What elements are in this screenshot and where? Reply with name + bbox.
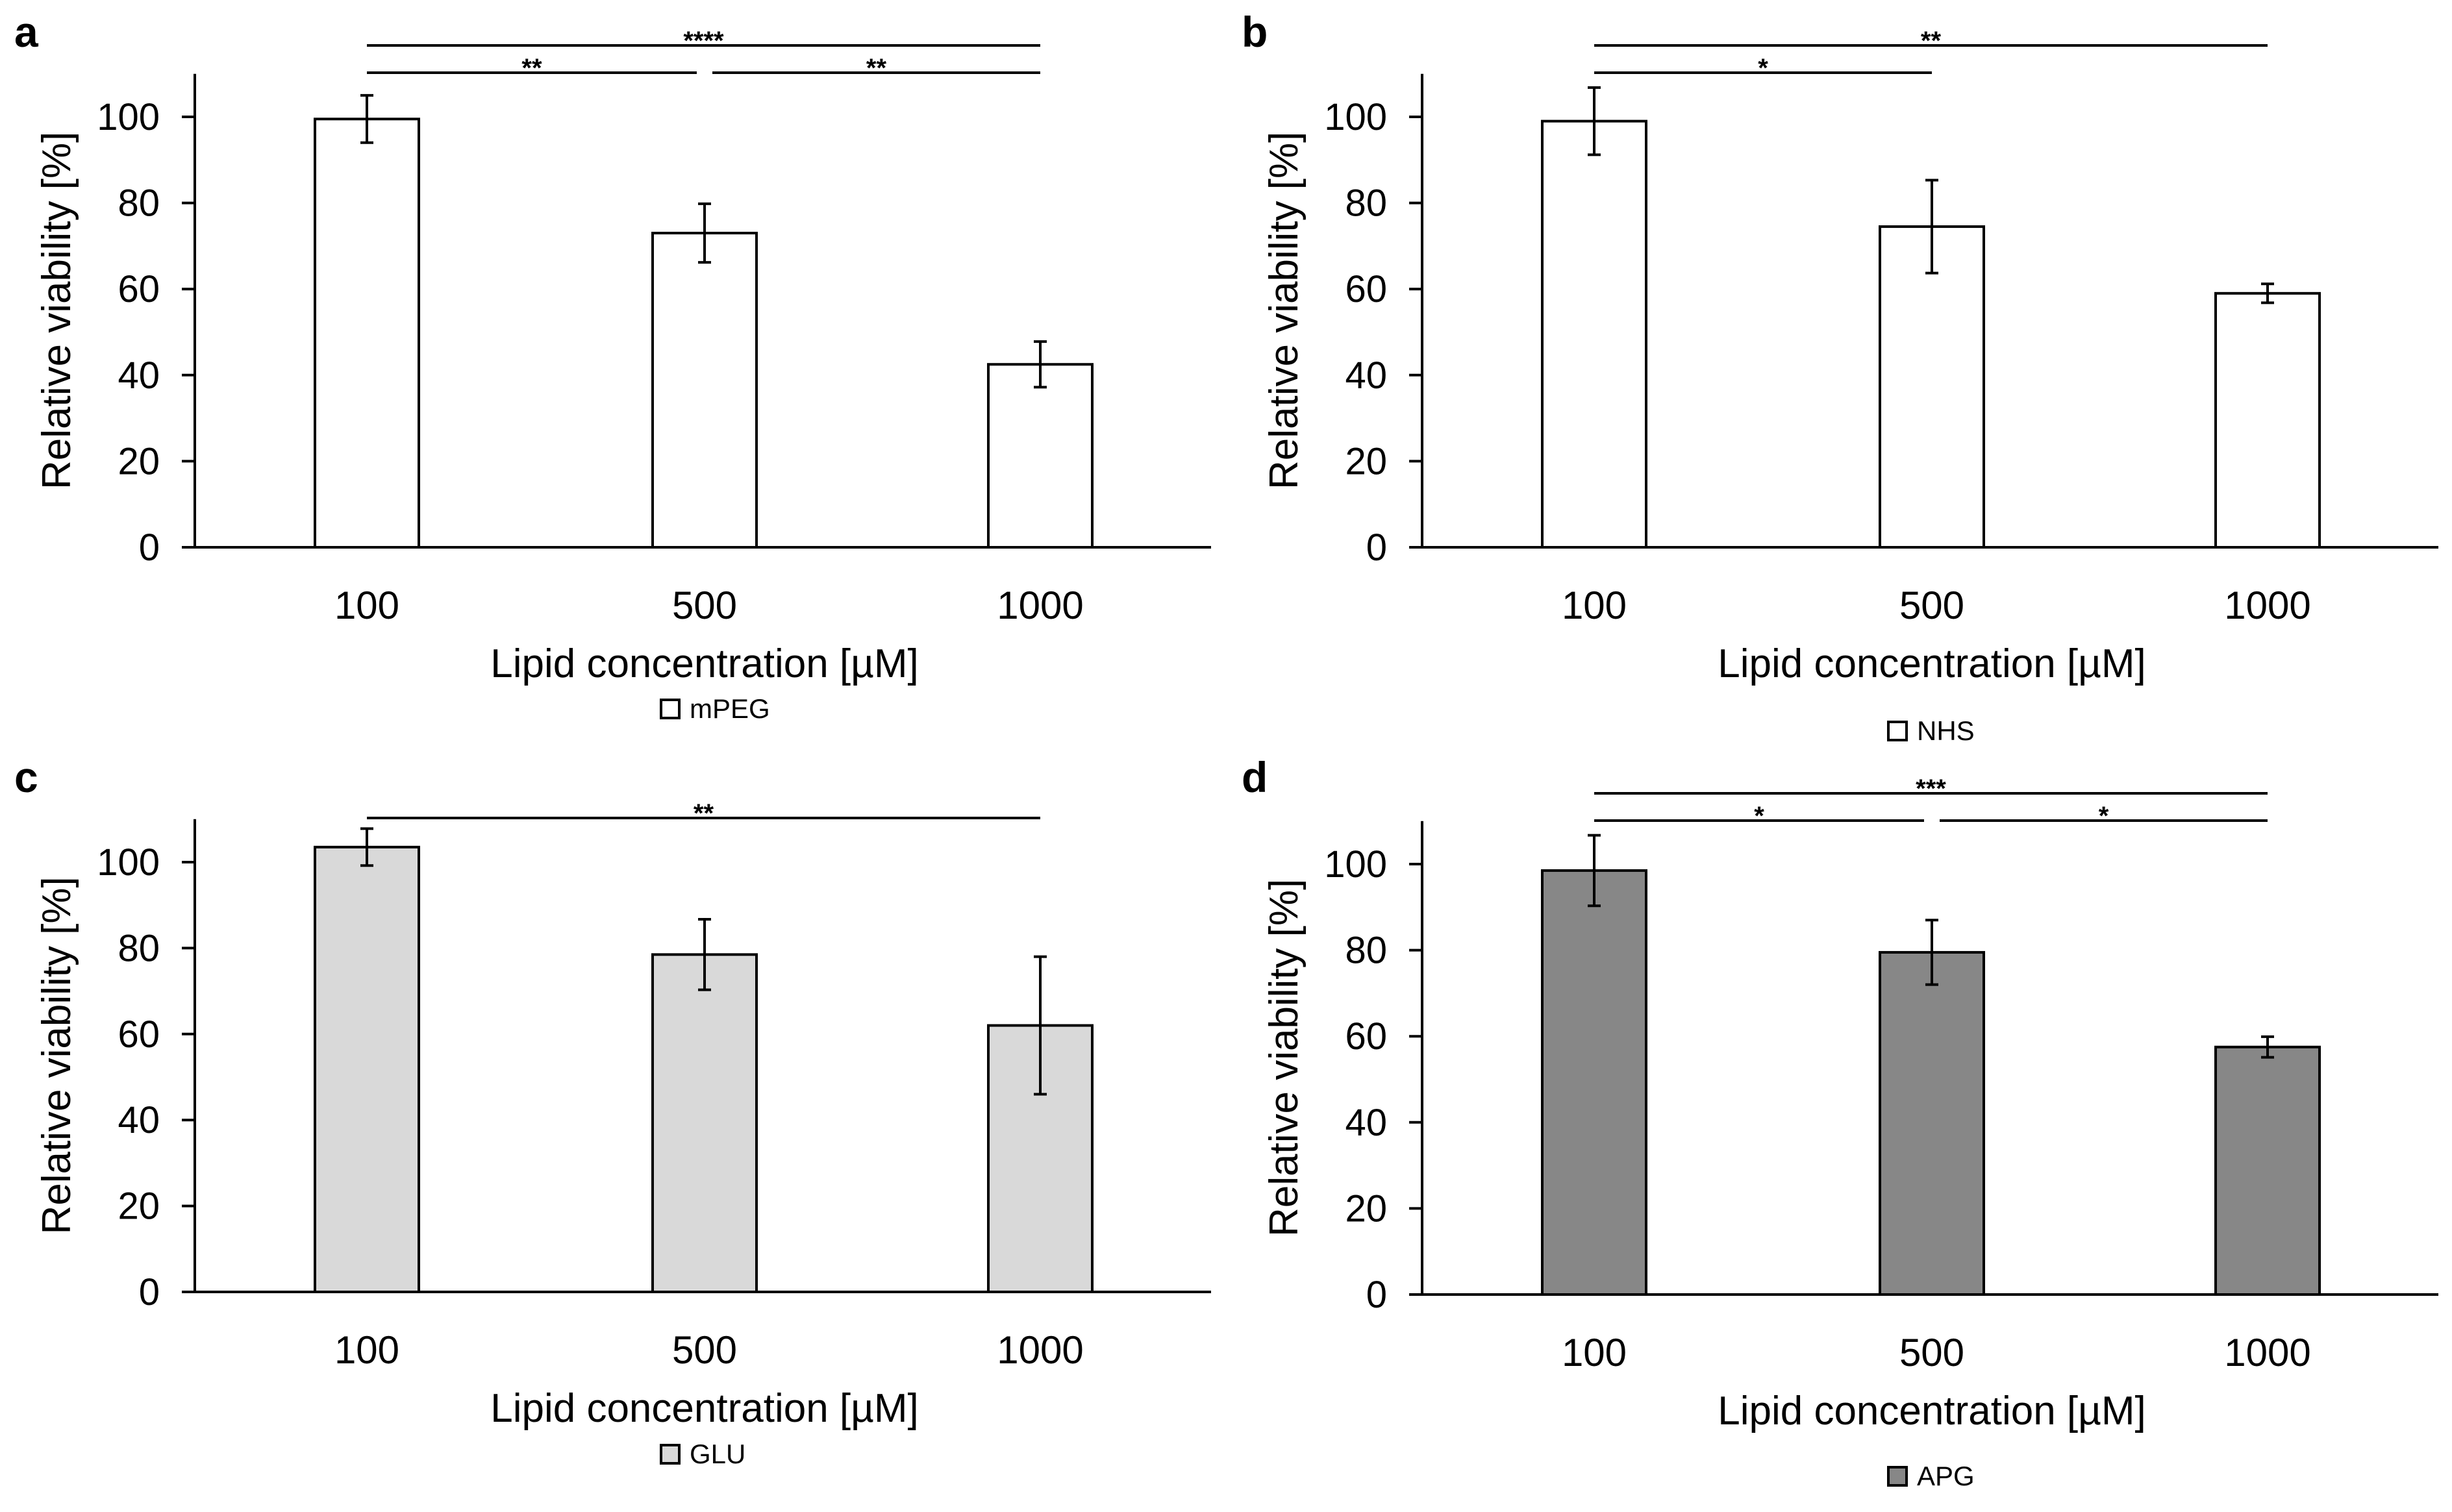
- significance-label: **: [1921, 27, 1942, 55]
- legend-label: APG: [1917, 1461, 1975, 1491]
- y-tick-label: 60: [118, 268, 160, 310]
- x-tick-label: 1000: [2224, 1331, 2310, 1374]
- panel-letter: a: [14, 8, 39, 56]
- x-tick-label: 500: [1899, 584, 1964, 627]
- y-tick-label: 0: [139, 527, 160, 569]
- y-tick-label: 60: [1345, 1015, 1387, 1058]
- panels: a 0 20 40 60 80 100 Relative viability [%] 100 50…: [14, 8, 2438, 1491]
- bar: [1879, 950, 1985, 1296]
- y-tick-label: 100: [97, 96, 160, 138]
- x-axis-title: Lipid concentration [µM]: [1718, 1389, 2146, 1433]
- y-tick-label: 80: [118, 182, 160, 225]
- y-tick-label: 80: [1345, 182, 1387, 225]
- bar: [651, 953, 758, 1293]
- bar: [651, 232, 758, 549]
- chart-panel-b: b 0 20 40 60 80 100 Relative viability [%] 100 50…: [1242, 8, 2438, 746]
- x-tick-label: 100: [1562, 1331, 1627, 1374]
- x-tick-label: 500: [1899, 1331, 1964, 1374]
- y-tick-label: 100: [1324, 843, 1387, 886]
- legend-label: mPEG: [690, 693, 770, 724]
- bar: [1541, 869, 1647, 1296]
- y-axis-title: Relative viability [%]: [1262, 132, 1307, 490]
- y-tick-label: 20: [118, 440, 160, 482]
- legend-swatch: [660, 1444, 681, 1465]
- x-tick-label: 100: [334, 584, 399, 627]
- panel-letter: b: [1242, 8, 1268, 56]
- significance-label: *: [1758, 54, 1768, 82]
- legend-label: NHS: [1917, 715, 1975, 746]
- y-tick-label: 60: [118, 1013, 160, 1056]
- y-axis-title: Relative viability [%]: [34, 132, 79, 490]
- bar: [2214, 291, 2321, 549]
- panel-letter: d: [1242, 753, 1268, 801]
- legend-swatch: [660, 699, 681, 719]
- bar: [1879, 225, 1985, 549]
- chart-panel-d: d 0 20 40 60 80 100 Relative viability [%] 100 50…: [1242, 753, 2438, 1491]
- bar: [314, 845, 420, 1293]
- x-tick-label: 1000: [997, 1328, 1083, 1372]
- x-tick-label: 100: [334, 1328, 399, 1372]
- significance-label: **: [694, 799, 714, 828]
- y-tick-label: 0: [1366, 1274, 1387, 1316]
- y-tick-label: 40: [118, 1099, 160, 1141]
- y-axis-title: Relative viability [%]: [1262, 879, 1307, 1237]
- chart-panel-a: a 0 20 40 60 80 100 Relative viability [%] 100 50…: [14, 8, 1211, 724]
- x-tick-label: 1000: [2224, 584, 2310, 627]
- bar: [2214, 1045, 2321, 1296]
- legend-swatch: [1887, 1466, 1908, 1487]
- significance-label: *: [2099, 802, 2109, 830]
- y-tick-label: 20: [118, 1185, 160, 1228]
- significance-label: *: [1754, 802, 1764, 830]
- y-tick-label: 40: [118, 354, 160, 397]
- x-axis-title: Lipid concentration [µM]: [1718, 641, 2146, 686]
- y-tick-label: 20: [1345, 440, 1387, 482]
- y-tick-label: 100: [97, 841, 160, 884]
- y-tick-label: 40: [1345, 354, 1387, 397]
- bar: [1541, 119, 1647, 549]
- y-tick-label: 0: [139, 1271, 160, 1313]
- chart-panel-c: c 0 20 40 60 80 100 Relative viability [%] 100 50…: [14, 753, 1211, 1469]
- bar: [314, 118, 420, 549]
- x-axis-title: Lipid concentration [µM]: [490, 1386, 919, 1431]
- legend-label: GLU: [690, 1439, 745, 1469]
- y-tick-label: 40: [1345, 1102, 1387, 1144]
- significance-label: ****: [683, 27, 724, 55]
- significance-label: ***: [1916, 775, 1946, 803]
- y-tick-label: 60: [1345, 268, 1387, 310]
- y-tick-label: 0: [1366, 527, 1387, 569]
- y-tick-label: 100: [1324, 96, 1387, 138]
- y-axis-title: Relative viability [%]: [34, 876, 79, 1234]
- legend-swatch: [1887, 721, 1908, 741]
- significance-label: **: [866, 54, 887, 82]
- panel-letter: c: [14, 753, 38, 801]
- y-tick-label: 20: [1345, 1187, 1387, 1230]
- y-tick-label: 80: [118, 927, 160, 969]
- x-tick-label: 500: [672, 584, 737, 627]
- x-tick-label: 100: [1562, 584, 1627, 627]
- x-axis-title: Lipid concentration [µM]: [490, 641, 919, 686]
- x-tick-label: 1000: [997, 584, 1083, 627]
- y-tick-label: 80: [1345, 930, 1387, 972]
- bar: [987, 363, 1094, 549]
- significance-label: **: [521, 54, 542, 82]
- x-tick-label: 500: [672, 1328, 737, 1372]
